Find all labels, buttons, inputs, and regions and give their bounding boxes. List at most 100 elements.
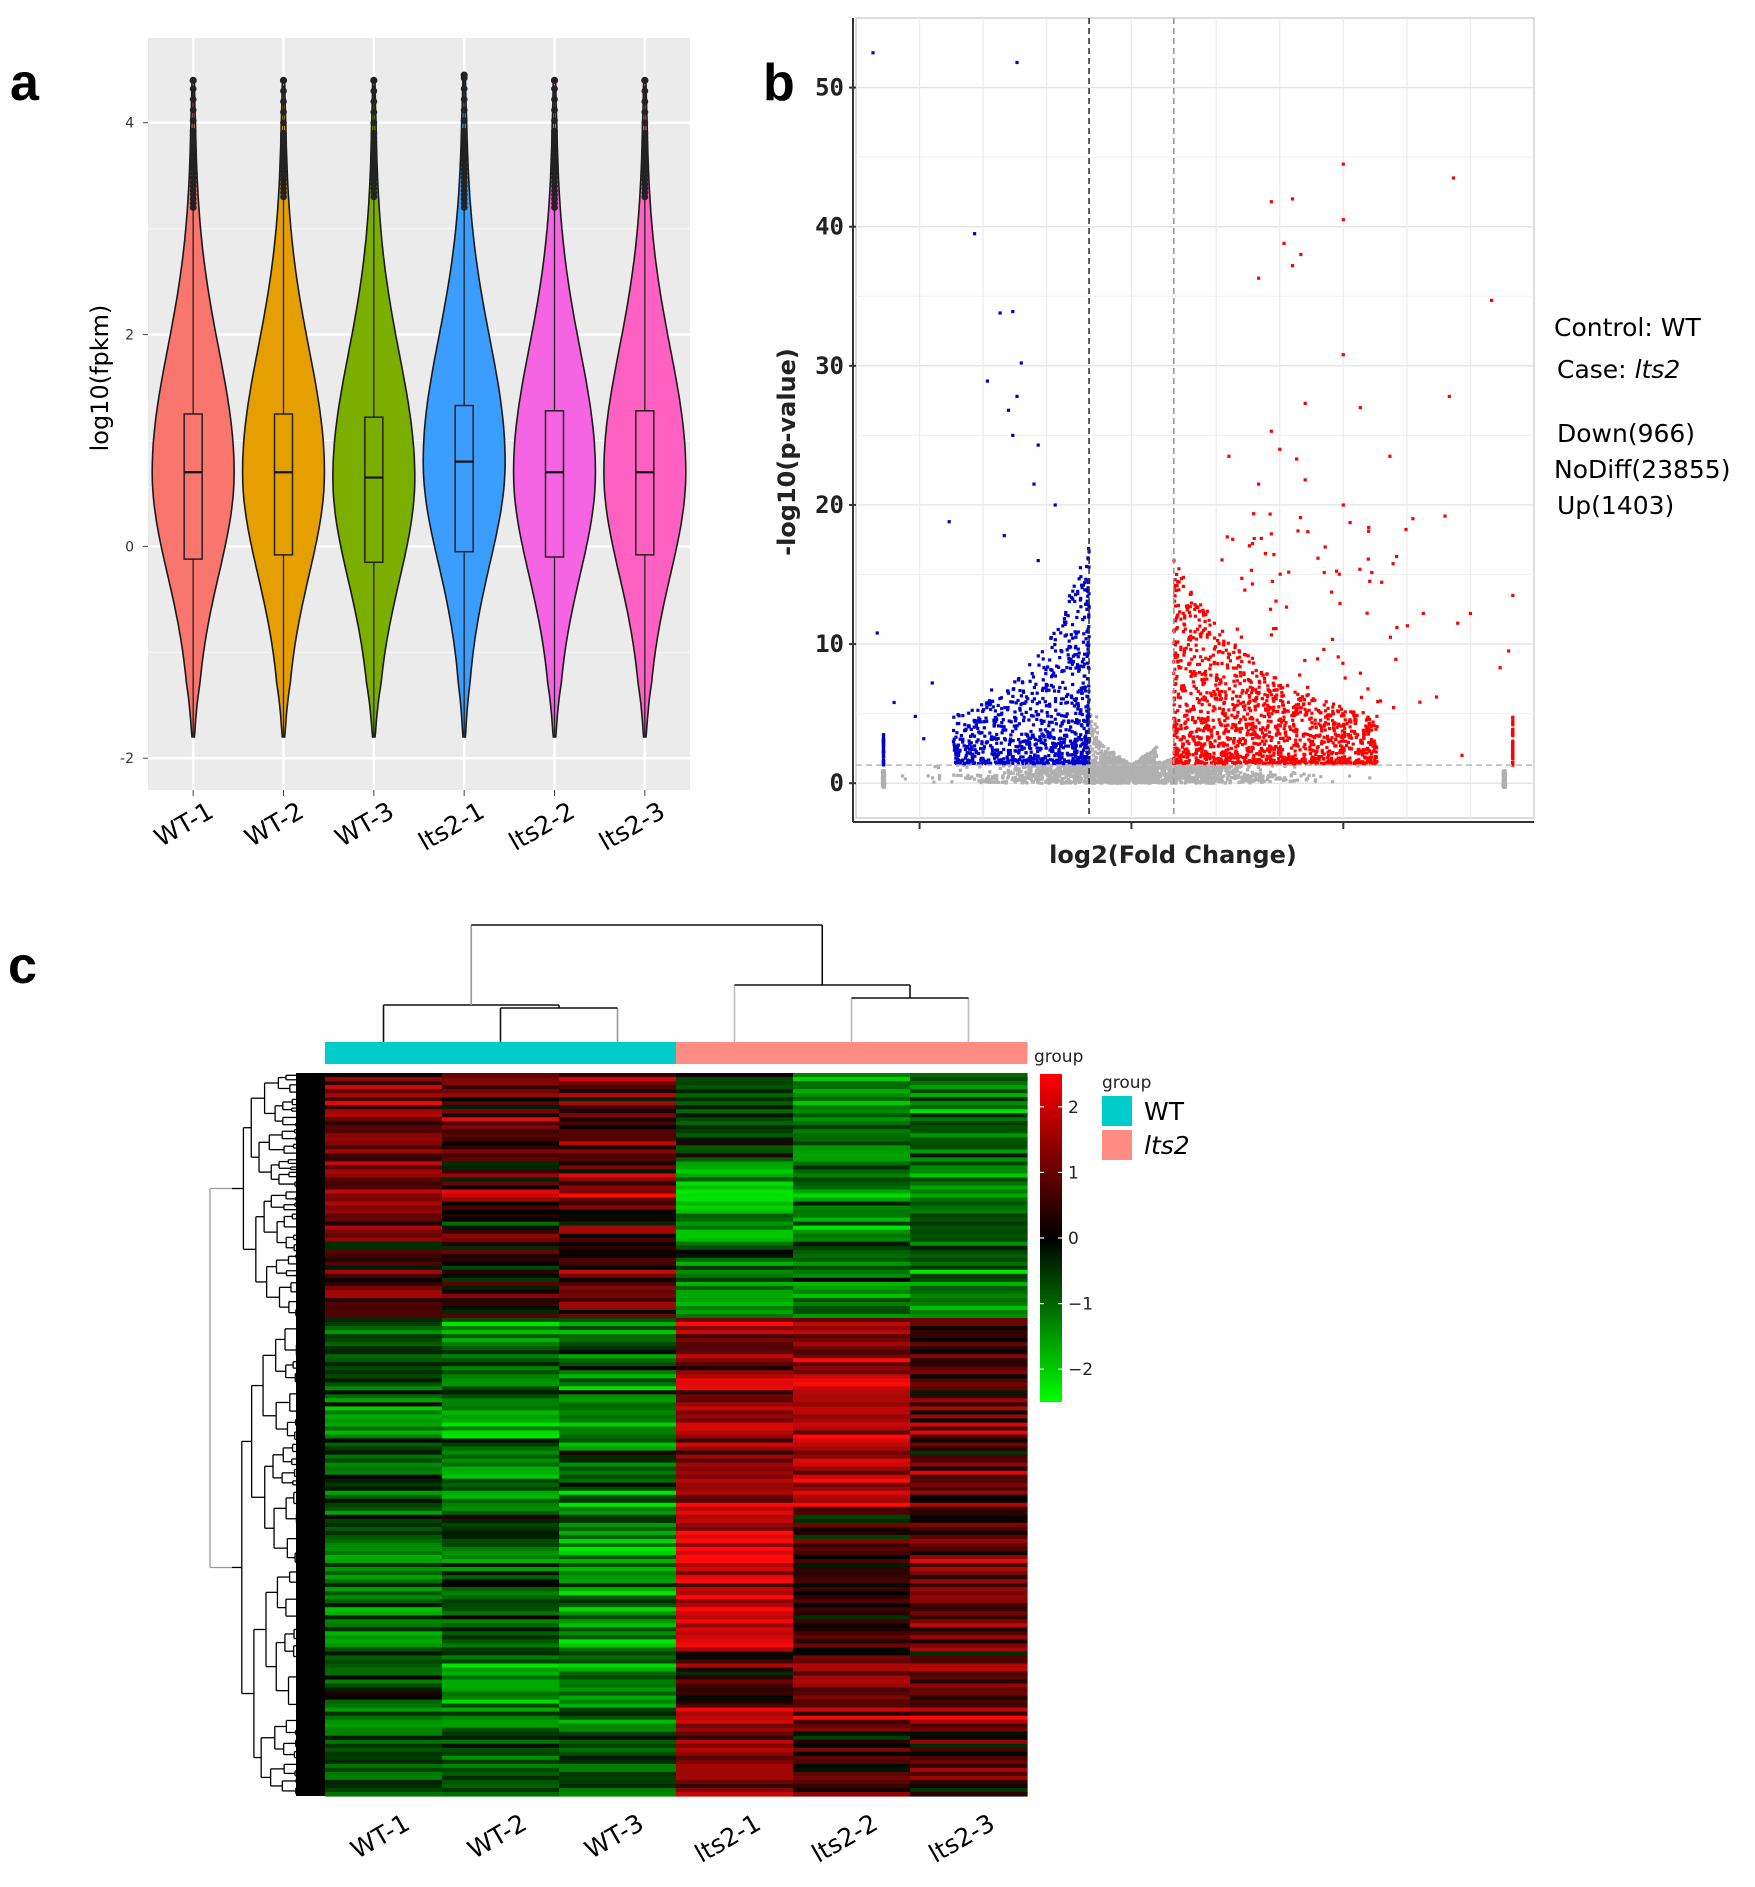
down-point <box>957 751 961 755</box>
x-tick-label-lts2-3: lts2-3 <box>594 796 670 856</box>
up-point <box>1281 703 1285 707</box>
nodiff-point <box>1137 778 1141 782</box>
up-point <box>1366 732 1370 736</box>
nodiff-point <box>1299 774 1303 778</box>
up-point <box>1227 708 1231 712</box>
down-point <box>981 709 985 713</box>
up-point <box>1277 723 1281 727</box>
up-point <box>1252 661 1256 665</box>
up-point <box>1216 650 1220 654</box>
down-point <box>1062 669 1066 673</box>
up-point <box>1354 718 1358 722</box>
nodiff-point <box>1203 770 1208 774</box>
up-point <box>1235 714 1239 718</box>
up-point <box>1307 738 1311 742</box>
up-point <box>1245 733 1249 737</box>
up-point <box>1322 752 1326 756</box>
down-point <box>1017 758 1021 762</box>
up-point <box>1175 752 1179 756</box>
down-point <box>1043 738 1047 742</box>
nodiff-point <box>1246 778 1250 782</box>
up-point <box>1337 740 1341 744</box>
up-point <box>1284 730 1288 734</box>
outlier <box>189 106 197 114</box>
up-point <box>1290 264 1295 268</box>
nodiff-point <box>1230 776 1234 780</box>
down-point <box>1011 433 1015 437</box>
nodiff-point <box>985 780 989 784</box>
nodiff-point <box>1018 775 1022 779</box>
up-point <box>1194 751 1199 755</box>
up-point <box>1201 720 1205 724</box>
up-point <box>1183 761 1187 765</box>
up-point <box>1333 744 1337 748</box>
down-point <box>1081 617 1085 622</box>
nodiff-point <box>1208 765 1212 769</box>
down-point <box>1038 761 1042 765</box>
up-point <box>1173 731 1177 735</box>
nodiff-point <box>1078 773 1082 778</box>
up-point <box>1278 736 1283 740</box>
up-point <box>1273 695 1277 699</box>
up-point <box>1374 727 1378 731</box>
up-point <box>1274 733 1278 737</box>
up-point <box>1325 734 1330 738</box>
down-point <box>977 751 981 756</box>
up-point <box>1318 755 1322 759</box>
up-point <box>1267 707 1271 711</box>
down-point <box>1072 761 1076 765</box>
up-point <box>1218 682 1222 686</box>
nodiff-point <box>1150 774 1154 778</box>
up-point <box>1187 637 1191 641</box>
up-point <box>1238 655 1242 659</box>
nodiff-point <box>1118 772 1123 776</box>
up-point <box>1264 739 1268 743</box>
down-point <box>1080 660 1084 664</box>
nodiff-point <box>1216 773 1220 777</box>
down-point <box>1036 761 1040 765</box>
nodiff-point <box>1209 778 1213 782</box>
down-point <box>1043 743 1048 747</box>
up-point <box>1268 759 1273 763</box>
up-point <box>1196 627 1200 631</box>
up-point <box>1232 708 1236 712</box>
up-point <box>1214 683 1218 687</box>
nodiff-point <box>1084 765 1088 769</box>
down-point <box>1078 759 1083 763</box>
nodiff-point <box>1021 776 1025 780</box>
down-point <box>1066 692 1070 697</box>
up-point <box>1335 725 1339 729</box>
up-point <box>1320 726 1324 730</box>
down-point <box>1076 664 1080 668</box>
down-point <box>1042 761 1046 766</box>
down-point <box>1085 599 1089 603</box>
nodiff-point <box>1070 769 1074 773</box>
nodiff-point <box>1501 782 1505 786</box>
up-point <box>1224 760 1228 764</box>
down-point <box>1048 758 1052 762</box>
up-point <box>1365 611 1369 615</box>
up-point <box>1174 589 1178 593</box>
up-point <box>1191 707 1195 711</box>
up-point <box>1259 713 1263 718</box>
up-point <box>1238 730 1242 734</box>
up-point <box>1268 689 1272 693</box>
up-point <box>1198 624 1202 628</box>
up-point <box>1201 647 1205 651</box>
up-point <box>1326 736 1330 740</box>
down-point <box>1065 666 1069 670</box>
nodiff-point <box>1073 776 1077 780</box>
down-point <box>1078 566 1082 570</box>
up-point <box>1181 575 1185 579</box>
nodiff-point <box>1307 773 1311 777</box>
down-point <box>1052 759 1056 763</box>
nodiff-point <box>1195 771 1199 775</box>
up-point <box>1316 556 1320 560</box>
nodiff-point <box>1093 750 1097 754</box>
up-point <box>1258 750 1262 754</box>
down-point <box>982 726 986 730</box>
down-point <box>1045 760 1049 764</box>
up-point <box>1330 736 1334 740</box>
up-point <box>1220 661 1224 666</box>
